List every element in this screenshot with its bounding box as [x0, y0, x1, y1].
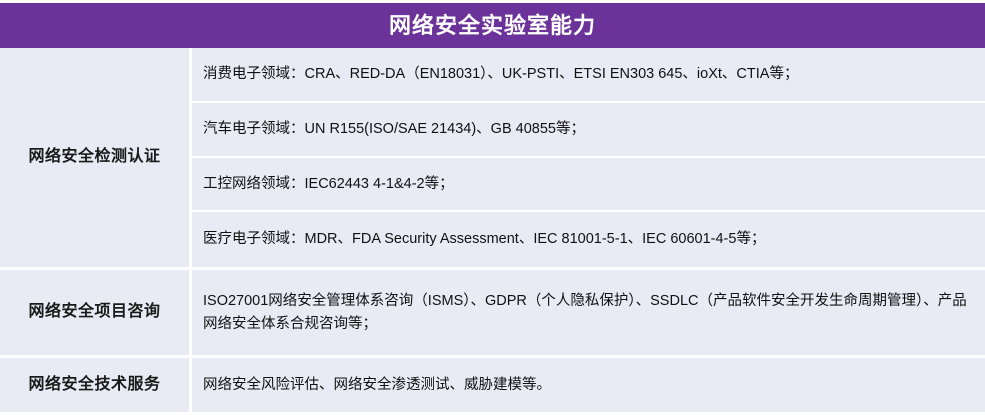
- group-label-text: 网络安全技术服务: [28, 375, 161, 393]
- table-row: 网络安全风险评估、网络安全渗透测试、威胁建模等。: [192, 358, 985, 412]
- table-header-band: 网络安全实验室能力: [0, 3, 985, 48]
- page-title: 网络安全实验室能力: [388, 12, 596, 38]
- group-label-text: 网络安全项目咨询: [28, 303, 161, 321]
- cell-text-automotive-electronics: 汽车电子领域：UN R155(ISO/SAE 21434)、GB 40855等；: [203, 120, 585, 137]
- table-body: 网络安全检测认证 消费电子领域：CRA、RED-DA（EN18031）、UK-P…: [0, 48, 985, 415]
- cell-text-industrial-control-network: 工控网络领域：IEC62443 4-1&4-2等；: [203, 175, 454, 192]
- group-content-detection: 消费电子领域：CRA、RED-DA（EN18031）、UK-PSTI、ETSI …: [192, 48, 985, 267]
- cell-text-medical-electronics: 医疗电子领域：MDR、FDA Security Assessment、IEC 8…: [203, 231, 766, 248]
- table-row: 工控网络领域：IEC62443 4-1&4-2等；: [192, 158, 985, 213]
- table-group-service: 网络安全技术服务 网络安全风险评估、网络安全渗透测试、威胁建模等。: [0, 358, 985, 412]
- group-content-consulting: ISO27001网络安全管理体系咨询（ISMS）、GDPR（个人隐私保护）、SS…: [192, 270, 985, 355]
- cell-text-technical-service: 网络安全风险评估、网络安全渗透测试、威胁建模等。: [203, 376, 551, 393]
- table-row: ISO27001网络安全管理体系咨询（ISMS）、GDPR（个人隐私保护）、SS…: [192, 270, 985, 355]
- group-label-cell-detection: 网络安全检测认证: [0, 48, 192, 267]
- group-content-service: 网络安全风险评估、网络安全渗透测试、威胁建模等。: [192, 358, 985, 412]
- table-group-detection: 网络安全检测认证 消费电子领域：CRA、RED-DA（EN18031）、UK-P…: [0, 48, 985, 270]
- table-row: 汽车电子领域：UN R155(ISO/SAE 21434)、GB 40855等；: [192, 103, 985, 158]
- group-label-cell-service: 网络安全技术服务: [0, 358, 192, 412]
- group-label-cell-consulting: 网络安全项目咨询: [0, 270, 192, 355]
- table-group-consulting: 网络安全项目咨询 ISO27001网络安全管理体系咨询（ISMS）、GDPR（个…: [0, 270, 985, 358]
- table-row: 消费电子领域：CRA、RED-DA（EN18031）、UK-PSTI、ETSI …: [192, 48, 985, 103]
- group-label-text: 网络安全检测认证: [28, 148, 161, 166]
- cell-text-consumer-electronics: 消费电子领域：CRA、RED-DA（EN18031）、UK-PSTI、ETSI …: [203, 66, 799, 83]
- table-row: 医疗电子领域：MDR、FDA Security Assessment、IEC 8…: [192, 212, 985, 267]
- cell-text-project-consulting: ISO27001网络安全管理体系咨询（ISMS）、GDPR（个人隐私保护）、SS…: [203, 293, 967, 332]
